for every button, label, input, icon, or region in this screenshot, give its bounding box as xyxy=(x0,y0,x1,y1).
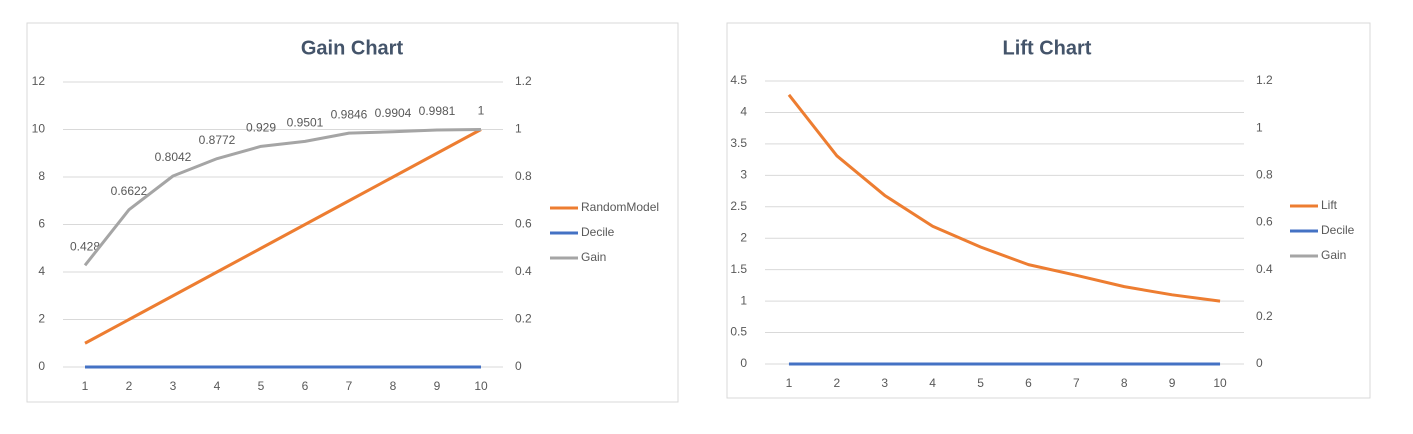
y2-tick-label: 0.4 xyxy=(515,264,532,278)
y-tick-label: 6 xyxy=(38,217,45,231)
x-tick-label: 9 xyxy=(434,379,441,393)
y-tick-label: 2 xyxy=(38,312,45,326)
data-label: 0.428 xyxy=(70,240,100,254)
legend-label: Lift xyxy=(1321,198,1338,212)
y-tick-label: 12 xyxy=(32,74,46,88)
y-tick-label: 0.5 xyxy=(730,325,747,339)
data-label: 0.8042 xyxy=(155,150,192,164)
legend-label: Decile xyxy=(581,225,615,239)
x-tick-label: 7 xyxy=(346,379,353,393)
y2-tick-label: 1.2 xyxy=(515,74,532,88)
y-tick-label: 2 xyxy=(740,230,747,244)
chart-title: Gain Chart xyxy=(301,37,404,59)
data-label: 0.9501 xyxy=(287,116,324,130)
series-line xyxy=(84,128,482,345)
y-tick-label: 4 xyxy=(38,264,45,278)
data-label: 0.8772 xyxy=(199,133,236,147)
y-tick-label: 3 xyxy=(740,168,747,182)
y2-tick-label: 0.8 xyxy=(1256,168,1273,182)
x-tick-label: 9 xyxy=(1169,376,1176,390)
x-tick-label: 2 xyxy=(834,376,841,390)
y2-tick-label: 0 xyxy=(515,359,522,373)
x-tick-label: 3 xyxy=(170,379,177,393)
chart-frame xyxy=(726,22,1371,399)
data-label: 0.9981 xyxy=(419,104,456,118)
y2-tick-label: 0.6 xyxy=(1256,215,1273,229)
y-tick-label: 4.5 xyxy=(730,73,747,87)
data-label: 1 xyxy=(478,104,485,118)
y-tick-label: 2.5 xyxy=(730,199,747,213)
x-tick-label: 7 xyxy=(1073,376,1080,390)
y-tick-label: 0 xyxy=(38,359,45,373)
y2-tick-label: 0.8 xyxy=(515,169,532,183)
legend-label: RandomModel xyxy=(581,200,659,214)
x-tick-label: 6 xyxy=(302,379,309,393)
x-tick-label: 8 xyxy=(1121,376,1128,390)
x-tick-label: 1 xyxy=(82,379,89,393)
x-tick-label: 10 xyxy=(474,379,488,393)
y2-tick-label: 1.2 xyxy=(1256,73,1273,87)
x-tick-label: 1 xyxy=(786,376,793,390)
x-tick-label: 2 xyxy=(126,379,133,393)
x-tick-label: 5 xyxy=(258,379,265,393)
y2-tick-label: 0.2 xyxy=(1256,309,1273,323)
chart-title: Lift Chart xyxy=(1003,37,1092,59)
y-tick-label: 8 xyxy=(38,169,45,183)
data-label: 0.9846 xyxy=(331,107,368,121)
data-label: 0.929 xyxy=(246,121,276,135)
x-tick-label: 10 xyxy=(1213,376,1227,390)
series-line xyxy=(787,93,1221,303)
x-tick-label: 3 xyxy=(881,376,888,390)
y-tick-label: 1 xyxy=(740,293,747,307)
data-label: 0.6622 xyxy=(111,184,148,198)
legend-label: Gain xyxy=(581,250,606,264)
y-tick-label: 3.5 xyxy=(730,136,747,150)
series-line xyxy=(83,128,482,267)
x-tick-label: 4 xyxy=(214,379,221,393)
y2-tick-label: 0 xyxy=(1256,356,1263,370)
x-tick-label: 4 xyxy=(929,376,936,390)
legend-label: Decile xyxy=(1321,223,1355,237)
y2-tick-label: 0.2 xyxy=(515,312,532,326)
y-tick-label: 1.5 xyxy=(730,262,747,276)
chart-frame xyxy=(26,22,679,403)
y2-tick-label: 1 xyxy=(1256,120,1263,134)
legend-label: Gain xyxy=(1321,248,1346,262)
y2-tick-label: 0.6 xyxy=(515,217,532,231)
x-tick-label: 6 xyxy=(1025,376,1032,390)
y-tick-label: 4 xyxy=(740,105,747,119)
x-tick-label: 5 xyxy=(977,376,984,390)
data-label: 0.9904 xyxy=(375,106,412,120)
x-tick-label: 8 xyxy=(390,379,397,393)
y-tick-label: 0 xyxy=(740,356,747,370)
y2-tick-label: 0.4 xyxy=(1256,262,1273,276)
y2-tick-label: 1 xyxy=(515,122,522,136)
y-tick-label: 10 xyxy=(32,122,46,136)
